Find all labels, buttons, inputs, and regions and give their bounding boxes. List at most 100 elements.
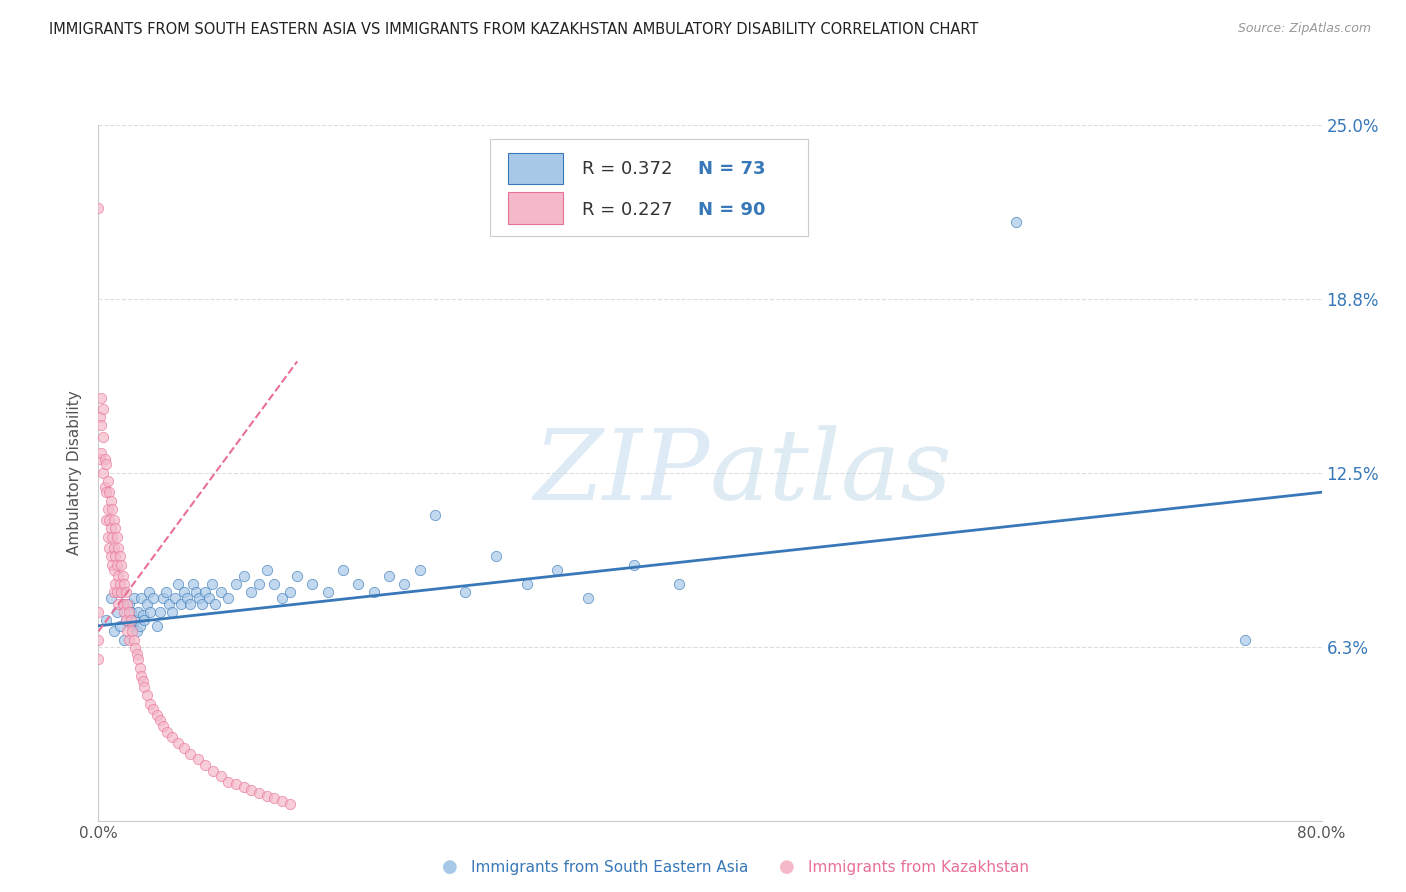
Point bbox=[101, 530, 124, 544]
Point bbox=[111, 597, 134, 611]
Point bbox=[301, 577, 323, 591]
Point bbox=[240, 783, 263, 797]
Point bbox=[90, 446, 112, 460]
Point bbox=[278, 585, 301, 599]
Point bbox=[98, 485, 121, 500]
Point bbox=[516, 577, 538, 591]
Point bbox=[105, 585, 128, 599]
Point bbox=[120, 605, 142, 619]
Point bbox=[127, 652, 149, 666]
Point bbox=[194, 585, 217, 599]
Point bbox=[247, 577, 270, 591]
Text: R = 0.227: R = 0.227 bbox=[582, 201, 672, 219]
Point bbox=[101, 558, 124, 572]
Point bbox=[107, 597, 129, 611]
Point bbox=[247, 786, 270, 800]
Text: N = 90: N = 90 bbox=[697, 201, 765, 219]
Point bbox=[115, 613, 138, 627]
Point bbox=[285, 568, 308, 582]
Point bbox=[125, 624, 148, 639]
Point bbox=[152, 591, 174, 605]
Point bbox=[100, 591, 122, 605]
Point bbox=[142, 702, 165, 716]
Point bbox=[270, 794, 292, 808]
Point bbox=[128, 619, 150, 633]
Point bbox=[668, 577, 690, 591]
Text: Source: ZipAtlas.com: Source: ZipAtlas.com bbox=[1237, 22, 1371, 36]
Point bbox=[111, 568, 134, 582]
Point bbox=[167, 736, 190, 750]
Point bbox=[117, 597, 139, 611]
Point bbox=[176, 591, 198, 605]
Point bbox=[187, 752, 209, 766]
Point bbox=[263, 577, 285, 591]
Point bbox=[100, 549, 122, 564]
Point bbox=[197, 591, 219, 605]
Point bbox=[156, 724, 179, 739]
Point bbox=[194, 758, 217, 772]
Point bbox=[124, 613, 146, 627]
Point bbox=[157, 597, 180, 611]
Point bbox=[89, 410, 111, 425]
Point bbox=[202, 764, 225, 778]
Point bbox=[103, 513, 125, 527]
Point bbox=[378, 568, 401, 582]
Point bbox=[100, 521, 122, 535]
Point bbox=[105, 558, 128, 572]
Point bbox=[363, 585, 385, 599]
Point bbox=[105, 605, 128, 619]
Point bbox=[240, 585, 263, 599]
Point bbox=[125, 647, 148, 661]
Point bbox=[112, 605, 135, 619]
Point bbox=[128, 660, 150, 674]
Point bbox=[97, 474, 120, 488]
Point bbox=[423, 508, 446, 522]
Point bbox=[263, 791, 285, 805]
Point bbox=[87, 632, 110, 647]
Point bbox=[93, 451, 115, 466]
Point bbox=[108, 619, 131, 633]
Point bbox=[347, 577, 370, 591]
Point bbox=[170, 597, 193, 611]
Point bbox=[110, 585, 132, 599]
FancyBboxPatch shape bbox=[508, 153, 564, 184]
Point bbox=[225, 577, 247, 591]
Point bbox=[94, 458, 117, 472]
Text: ZIP: ZIP bbox=[534, 425, 710, 520]
Text: atlas: atlas bbox=[710, 425, 953, 520]
Point bbox=[179, 747, 201, 761]
Point bbox=[188, 591, 211, 605]
Point bbox=[104, 577, 127, 591]
Text: R = 0.372: R = 0.372 bbox=[582, 161, 672, 178]
Point bbox=[256, 789, 278, 803]
Point bbox=[87, 605, 110, 619]
Point bbox=[98, 541, 121, 555]
Text: N = 73: N = 73 bbox=[697, 161, 765, 178]
Point bbox=[90, 418, 112, 433]
Point bbox=[129, 669, 152, 683]
Point bbox=[101, 502, 124, 516]
Point bbox=[134, 680, 156, 694]
Point bbox=[91, 401, 114, 416]
Point bbox=[121, 624, 143, 639]
Point bbox=[160, 605, 183, 619]
Point bbox=[115, 613, 138, 627]
Point bbox=[217, 774, 239, 789]
Point bbox=[232, 568, 254, 582]
Point bbox=[149, 714, 172, 728]
Point bbox=[98, 513, 121, 527]
Point bbox=[623, 558, 645, 572]
Point bbox=[186, 585, 208, 599]
Point bbox=[134, 613, 156, 627]
Point bbox=[87, 202, 110, 216]
Point bbox=[107, 541, 129, 555]
Point bbox=[191, 597, 214, 611]
Point bbox=[118, 597, 141, 611]
Point bbox=[117, 624, 139, 639]
Point bbox=[209, 769, 232, 783]
Point bbox=[120, 613, 142, 627]
Text: Immigrants from South Eastern Asia: Immigrants from South Eastern Asia bbox=[471, 860, 748, 874]
Point bbox=[278, 797, 301, 811]
Point bbox=[89, 451, 111, 466]
Point bbox=[217, 591, 239, 605]
